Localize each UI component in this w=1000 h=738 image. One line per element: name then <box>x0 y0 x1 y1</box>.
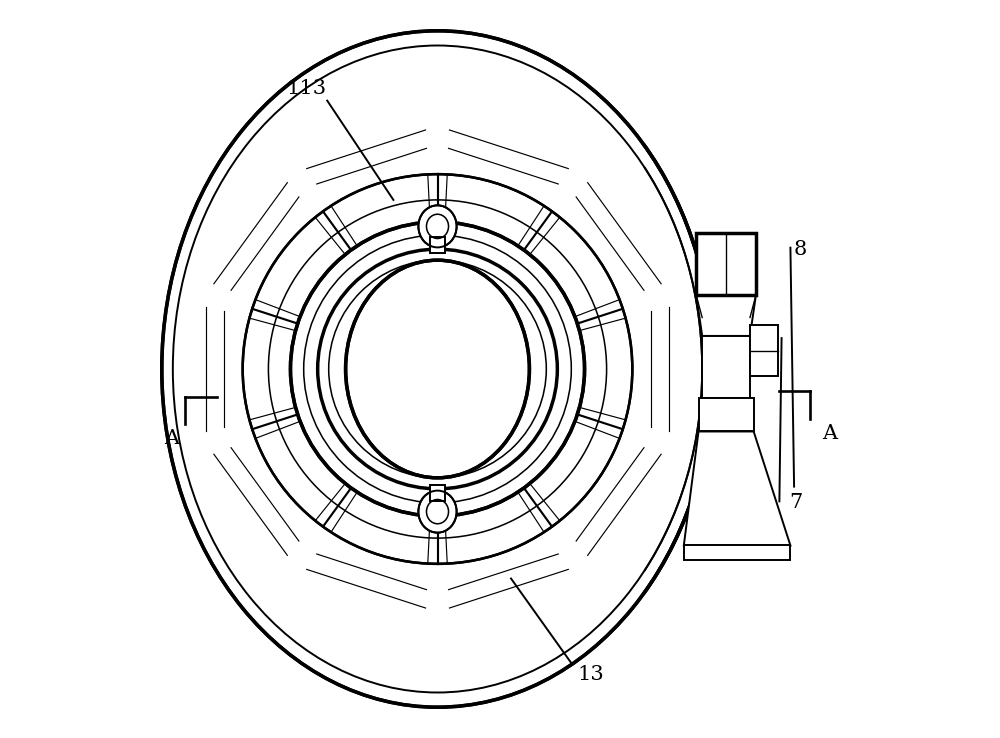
Bar <box>684 545 790 560</box>
Polygon shape <box>696 295 756 336</box>
Ellipse shape <box>418 205 457 247</box>
Ellipse shape <box>162 31 713 707</box>
Text: A: A <box>164 430 179 448</box>
Ellipse shape <box>290 222 585 516</box>
Bar <box>430 237 445 253</box>
Ellipse shape <box>346 261 529 477</box>
Text: 13: 13 <box>577 665 604 683</box>
Text: 113: 113 <box>287 79 327 97</box>
Text: 7: 7 <box>789 493 802 512</box>
Bar <box>702 336 750 399</box>
Bar <box>750 325 778 376</box>
Bar <box>430 485 445 501</box>
Text: A: A <box>822 424 837 443</box>
Bar <box>699 399 754 432</box>
Ellipse shape <box>418 491 457 533</box>
Ellipse shape <box>243 174 632 564</box>
Text: 8: 8 <box>794 240 807 258</box>
Polygon shape <box>684 432 790 545</box>
Bar <box>696 233 756 295</box>
